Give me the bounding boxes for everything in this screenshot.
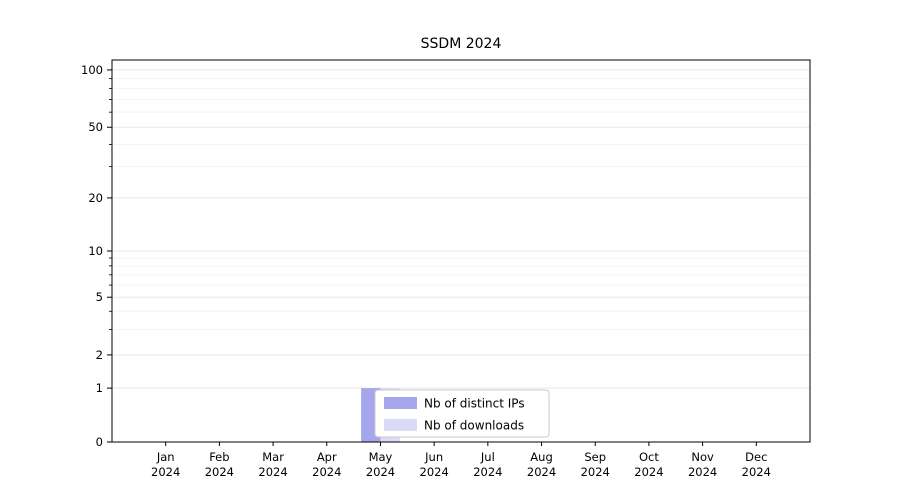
x-tick-label-year: 2024 [366, 465, 395, 479]
y-tick-label: 20 [88, 191, 103, 205]
y-tick-label: 5 [96, 290, 103, 304]
x-tick-label-month: Aug [530, 450, 552, 464]
x-tick-label-year: 2024 [258, 465, 287, 479]
x-tick-label-month: Dec [745, 450, 767, 464]
x-tick-label-year: 2024 [634, 465, 663, 479]
x-tick-label-month: Oct [639, 450, 659, 464]
chart-title: SSDM 2024 [420, 36, 502, 52]
y-tick-label: 0 [96, 435, 103, 449]
x-tick-label-month: Jul [480, 450, 495, 464]
x-tick-label-year: 2024 [420, 465, 449, 479]
x-tick-label-month: May [369, 450, 393, 464]
x-tick-label-year: 2024 [688, 465, 717, 479]
legend-box [374, 389, 550, 438]
x-tick-label-year: 2024 [312, 465, 341, 479]
x-tick-label-month: Jan [156, 450, 175, 464]
legend-swatch [384, 419, 417, 431]
y-tick-label: 2 [96, 348, 103, 362]
legend-label: Nb of downloads [424, 419, 524, 433]
x-tick-label-year: 2024 [527, 465, 556, 479]
y-tick-label: 50 [88, 120, 103, 134]
x-tick-label-year: 2024 [151, 465, 180, 479]
y-tick-label: 1 [96, 381, 103, 395]
y-tick-label: 10 [88, 244, 103, 258]
x-tick-label-month: Feb [209, 450, 229, 464]
x-tick-label-month: Sep [584, 450, 606, 464]
x-tick-label-year: 2024 [581, 465, 610, 479]
x-tick-label-month: Mar [262, 450, 284, 464]
x-tick-label-year: 2024 [205, 465, 234, 479]
plot-border [111, 59, 811, 443]
y-tick-label: 100 [81, 63, 103, 77]
legend-swatch [384, 397, 417, 409]
x-tick-label-year: 2024 [473, 465, 502, 479]
legend-label: Nb of distinct IPs [424, 397, 525, 411]
x-tick-label-year: 2024 [742, 465, 771, 479]
x-tick-label-month: Apr [317, 450, 337, 464]
x-tick-label-month: Nov [691, 450, 714, 464]
x-tick-label-month: Jun [424, 450, 443, 464]
